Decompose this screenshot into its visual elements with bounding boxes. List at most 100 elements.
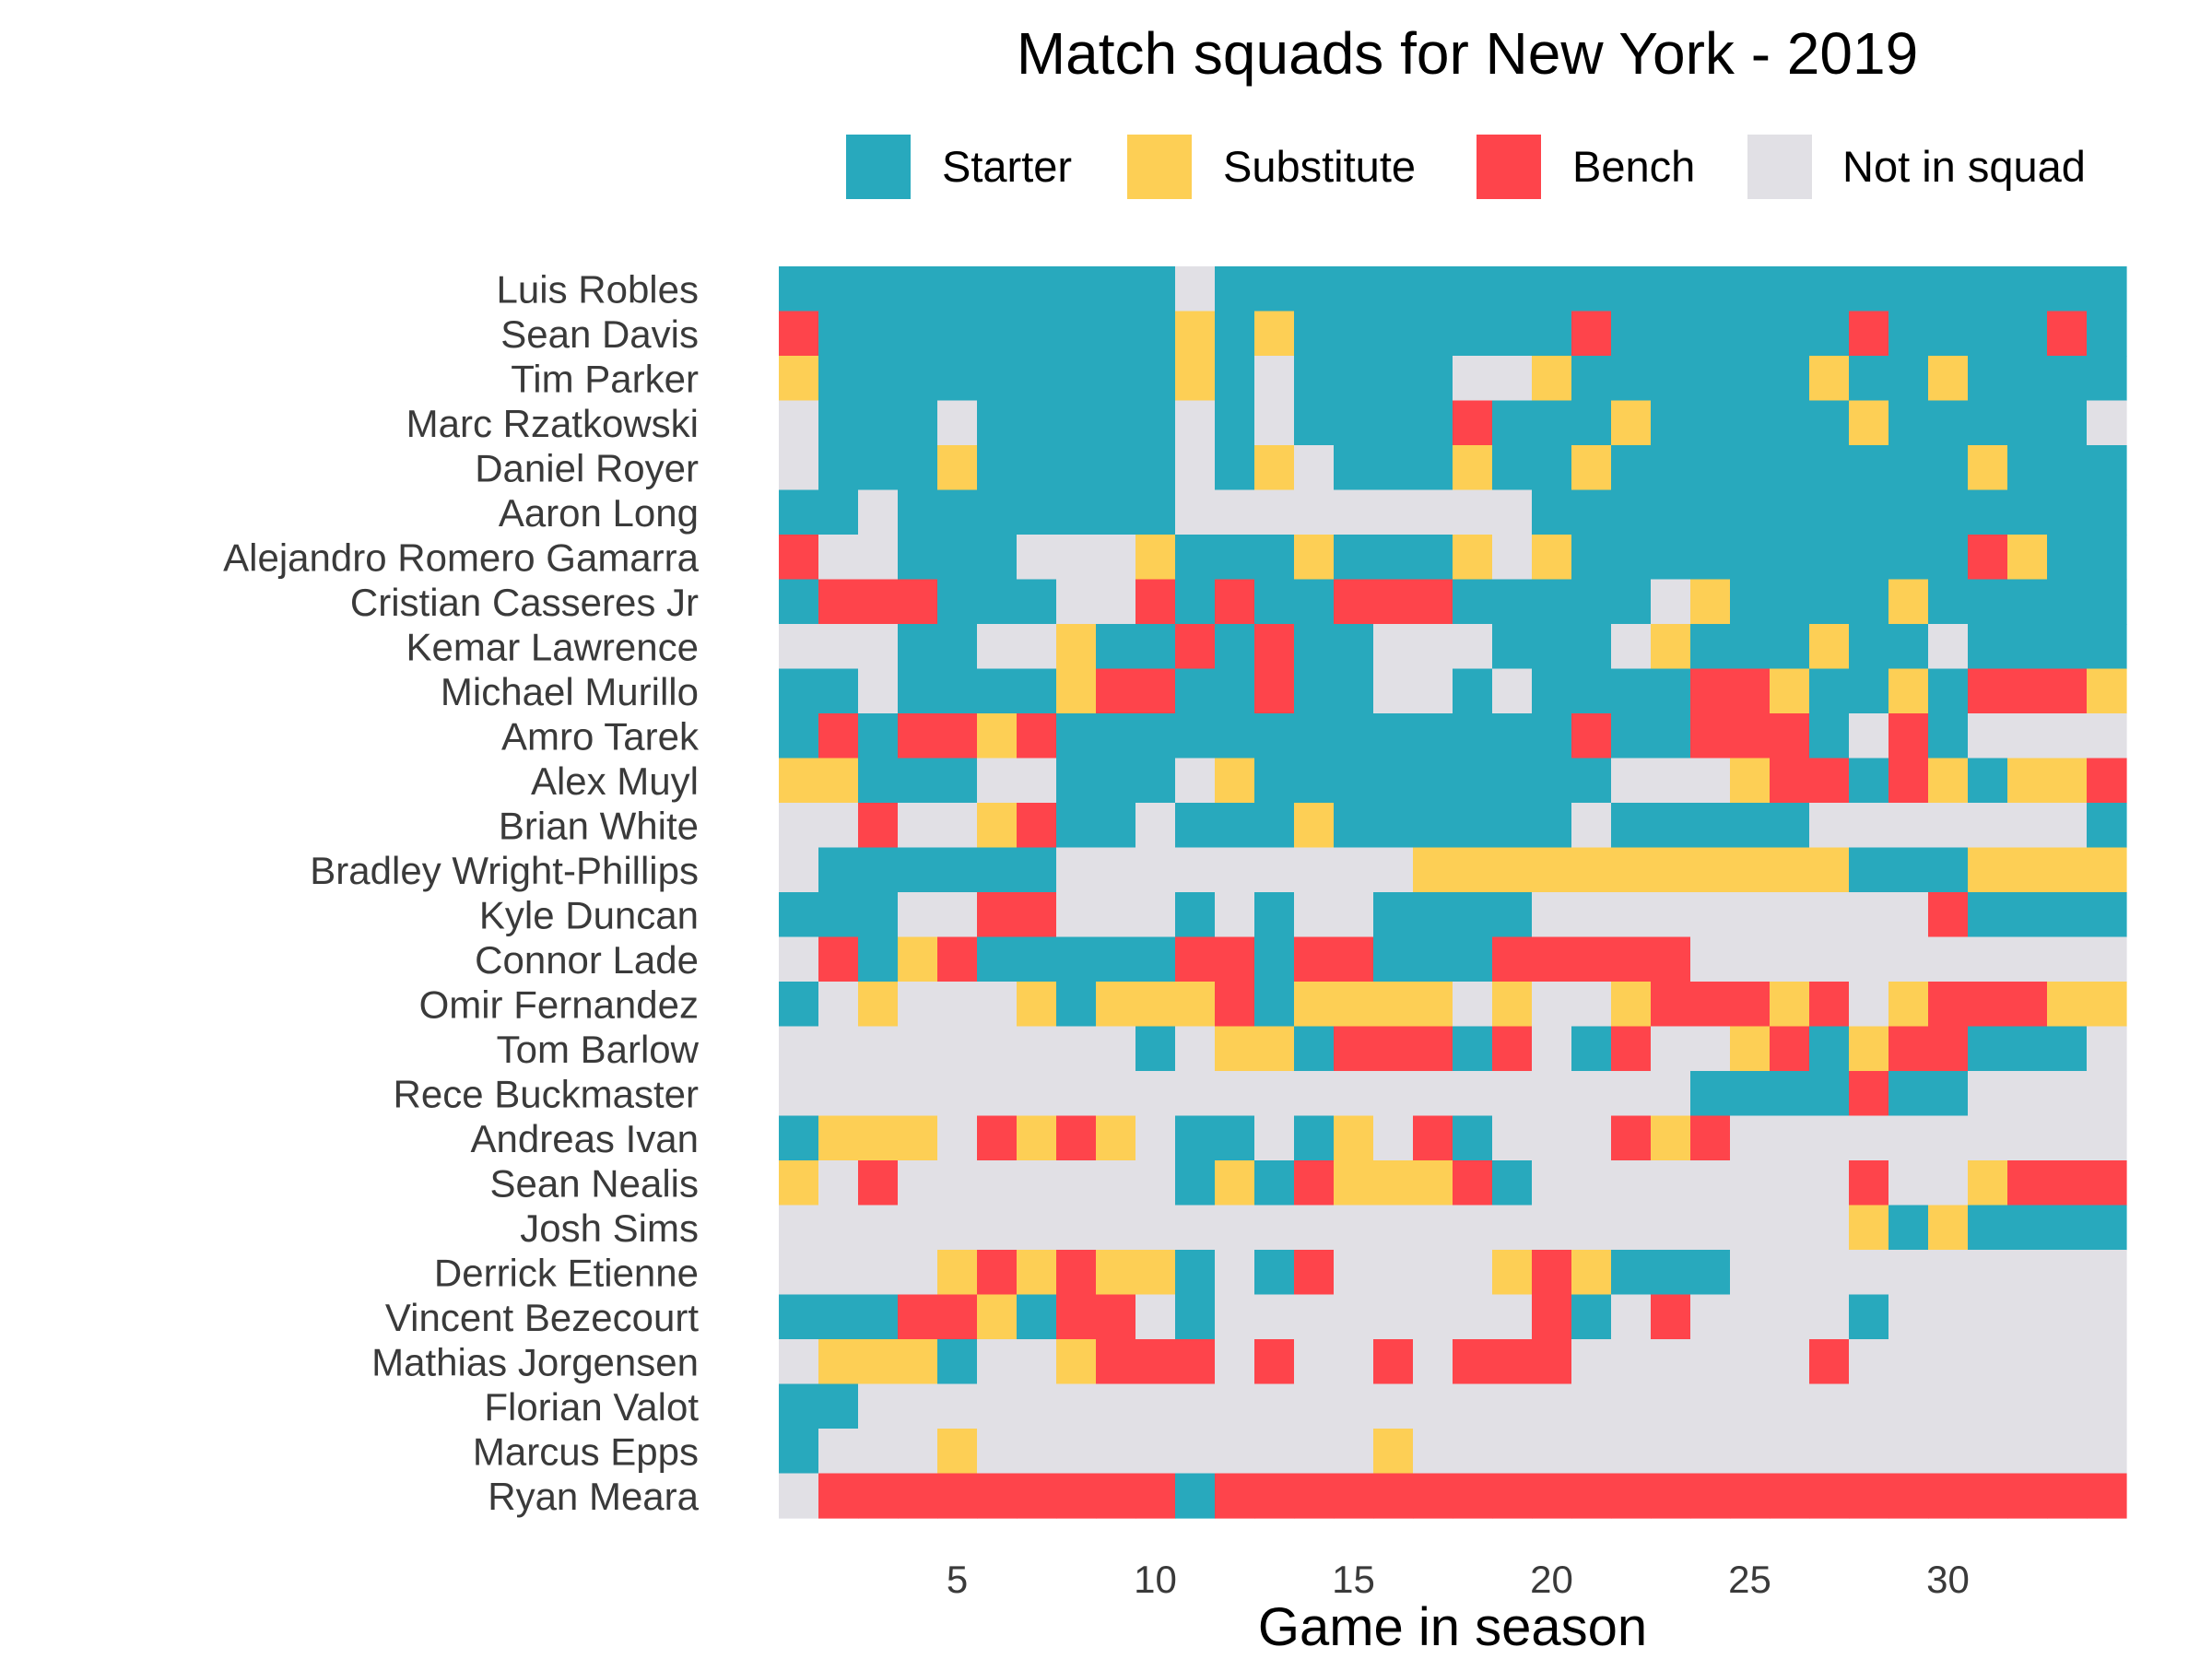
heatmap-cell	[1770, 311, 1810, 357]
heatmap-cell	[1809, 668, 1850, 714]
heatmap-cell	[1334, 266, 1374, 312]
heatmap-cell	[1254, 758, 1295, 804]
heatmap-cell	[1135, 936, 1176, 982]
heatmap-cell	[1056, 579, 1097, 625]
heatmap-cell	[2087, 489, 2127, 535]
heatmap-cell	[1809, 1473, 1850, 1519]
heatmap-cell	[1611, 892, 1652, 938]
heatmap-cell	[2047, 356, 2088, 402]
heatmap-cell	[1096, 624, 1136, 670]
heatmap-cell	[1215, 311, 1255, 357]
heatmap-cell	[1453, 624, 1493, 670]
heatmap-cell	[858, 668, 899, 714]
heatmap-cell	[1571, 489, 1612, 535]
heatmap-cell	[1809, 311, 1850, 357]
heatmap-cell	[1373, 1383, 1414, 1430]
heatmap-cell	[1928, 400, 1969, 446]
heatmap-cell	[1770, 1383, 1810, 1430]
heatmap-cell	[1215, 489, 1255, 535]
heatmap-cell	[779, 713, 819, 759]
heatmap-cell	[1334, 982, 1374, 1028]
heatmap-cell	[858, 1473, 899, 1519]
heatmap-cell	[1968, 1026, 2008, 1072]
heatmap-cell	[1888, 1339, 1929, 1385]
heatmap-cell	[1413, 311, 1453, 357]
heatmap-cell	[1413, 803, 1453, 849]
heatmap-cell	[779, 1473, 819, 1519]
heatmap-cell	[1334, 535, 1374, 581]
heatmap-cell	[1215, 758, 1255, 804]
heatmap-cell	[1532, 1294, 1572, 1340]
heatmap-cell	[977, 1294, 1018, 1340]
heatmap-cell	[1175, 356, 1216, 402]
heatmap-cell	[1492, 1071, 1533, 1117]
player-label: Bradley Wright-Phillips	[310, 849, 699, 892]
heatmap-cell	[1334, 847, 1374, 893]
heatmap-cell	[2047, 1026, 2088, 1072]
heatmap-cell	[1373, 1071, 1414, 1117]
heatmap-cell	[1849, 311, 1889, 357]
heatmap-cell	[1175, 758, 1216, 804]
heatmap-cell	[1492, 400, 1533, 446]
heatmap-cell	[1453, 668, 1493, 714]
heatmap-cell	[1017, 535, 1057, 581]
heatmap-cell	[1373, 1339, 1414, 1385]
heatmap-cell	[1294, 445, 1335, 491]
heatmap-cell	[818, 445, 859, 491]
heatmap-cell	[1215, 1160, 1255, 1206]
heatmap-cell	[1888, 1160, 1929, 1206]
heatmap-cell	[1175, 847, 1216, 893]
heatmap-cell	[1730, 847, 1771, 893]
heatmap-cell	[1215, 936, 1255, 982]
heatmap-cell	[977, 713, 1018, 759]
heatmap-cell	[1611, 1473, 1652, 1519]
heatmap-cell	[898, 1115, 938, 1161]
heatmap-cell	[1849, 535, 1889, 581]
heatmap-cell	[977, 1250, 1018, 1296]
legend-swatch-bench	[1477, 135, 1541, 199]
heatmap-cell	[1888, 713, 1929, 759]
heatmap-cell	[2047, 1339, 2088, 1385]
heatmap-cell	[1135, 266, 1176, 312]
heatmap-cell	[1928, 624, 1969, 670]
heatmap-cell	[1611, 266, 1652, 312]
heatmap-cell	[1730, 1383, 1771, 1430]
heatmap-cell	[1135, 489, 1176, 535]
heatmap-cell	[2007, 1383, 2048, 1430]
heatmap-cell	[858, 982, 899, 1028]
heatmap-cell	[779, 1160, 819, 1206]
heatmap-cell	[1453, 1071, 1493, 1117]
heatmap-cell	[1770, 489, 1810, 535]
heatmap-cell	[1849, 445, 1889, 491]
heatmap-cell	[1453, 1250, 1493, 1296]
heatmap-cell	[1373, 1250, 1414, 1296]
heatmap-cell	[1730, 445, 1771, 491]
heatmap-cell	[1135, 1250, 1176, 1296]
heatmap-cell	[1809, 400, 1850, 446]
player-label: Michael Murillo	[441, 670, 699, 713]
heatmap-cell	[1532, 1429, 1572, 1475]
heatmap-cell	[1294, 668, 1335, 714]
heatmap-cell	[1532, 1339, 1572, 1385]
heatmap-cell	[1294, 266, 1335, 312]
heatmap-cell	[1968, 713, 2008, 759]
heatmap-cell	[1968, 489, 2008, 535]
heatmap-cell	[1215, 1339, 1255, 1385]
heatmap-cell	[1096, 266, 1136, 312]
heatmap-cell	[937, 535, 978, 581]
heatmap-cell	[898, 1383, 938, 1430]
heatmap-cell	[1888, 489, 1929, 535]
heatmap-cell	[1056, 489, 1097, 535]
heatmap-cell	[1492, 1294, 1533, 1340]
heatmap-cell	[1175, 1473, 1216, 1519]
heatmap-cell	[1532, 758, 1572, 804]
heatmap-cell	[1373, 356, 1414, 402]
heatmap-cell	[1571, 445, 1612, 491]
heatmap-cell	[1968, 579, 2008, 625]
heatmap-cell	[1215, 1071, 1255, 1117]
heatmap-cell	[1492, 535, 1533, 581]
heatmap-cell	[1611, 847, 1652, 893]
heatmap-cell	[2087, 1160, 2127, 1206]
chart-title: Match squads for New York - 2019	[1017, 20, 1918, 87]
heatmap-cell	[977, 936, 1018, 982]
